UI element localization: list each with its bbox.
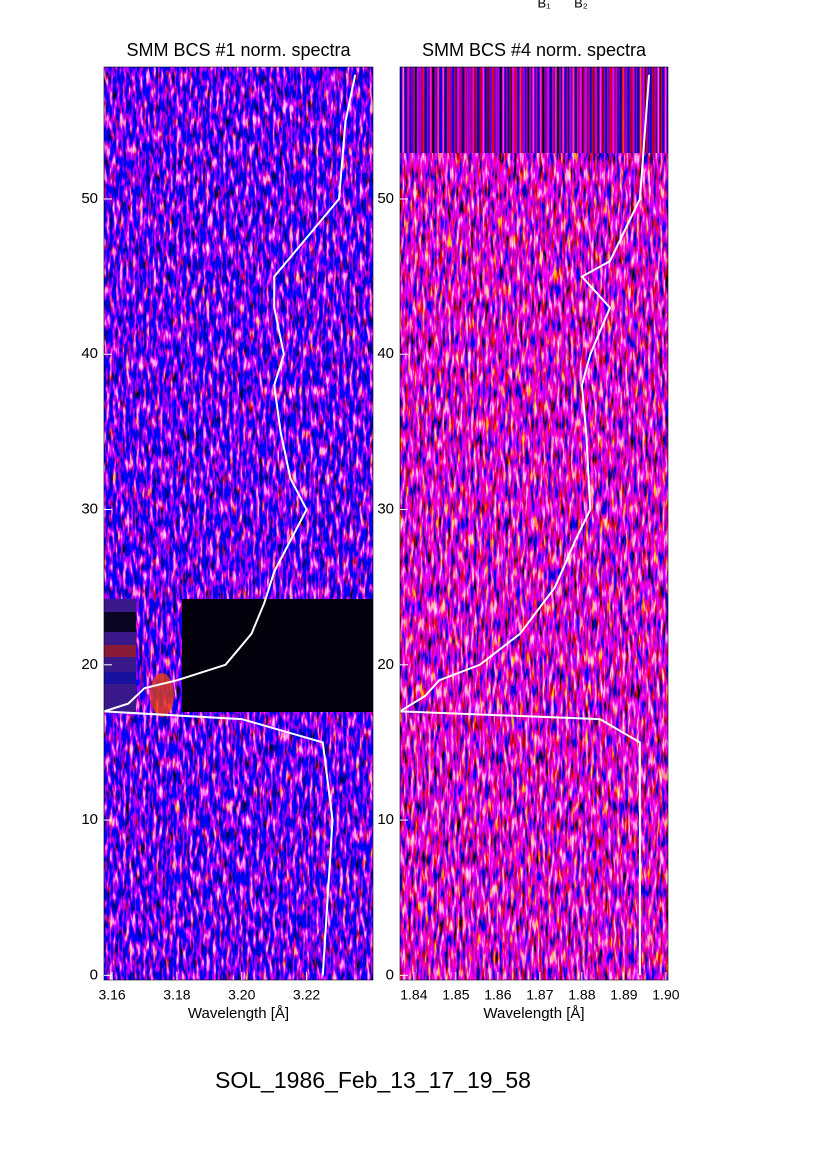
panel-title: SMM BCS #4 norm. spectra [422,40,647,60]
y-tick-label: 20 [81,656,98,673]
spectrum-stripes [104,672,136,684]
x-tick-label: 1.84 [400,987,427,1003]
panel-title: SMM BCS #1 norm. spectra [126,40,351,60]
x-tick-label: 1.88 [568,987,595,1003]
x-axis-label: Wavelength [Å] [188,1005,289,1022]
x-tick-label: 3.22 [293,987,320,1003]
x-tick-label: 1.89 [610,987,637,1003]
annotation: B₁ [537,0,551,10]
plot-frame [103,66,374,981]
y-tick-label: 30 [377,500,394,517]
spectrum-bright [150,673,174,717]
plot-frame [399,66,669,981]
y-tick-label: 0 [90,966,98,983]
x-tick-label: 1.90 [652,987,679,1003]
annotation: B₂ [574,0,588,10]
y-tick-label: 10 [377,811,394,828]
y-tick-label: 0 [386,966,394,983]
spectrum-stripes [104,645,136,657]
y-tick-label: 10 [81,811,98,828]
spectrum-stripes [104,612,136,632]
y-tick-label: 50 [81,190,98,207]
x-tick-label: 1.86 [484,987,511,1003]
spectrum-image [104,67,373,980]
y-tick-label: 30 [81,500,98,517]
y-tick-label: 40 [377,345,394,362]
y-tick-label: 40 [81,345,98,362]
x-tick-label: 3.16 [98,987,125,1003]
x-tick-label: 3.20 [228,987,255,1003]
y-tick-label: 50 [377,190,394,207]
x-axis-label: Wavelength [Å] [483,1005,584,1022]
spectrum-stripes [400,67,668,153]
spectrum-gap [182,599,373,712]
x-tick-label: 3.18 [163,987,190,1003]
x-tick-label: 1.85 [442,987,469,1003]
spectrum-image [400,67,668,980]
footer: SOL_1986_Feb_13_17_19_58 [215,1067,531,1093]
light-curve [396,74,651,976]
x-tick-label: 1.87 [526,987,553,1003]
y-tick-label: 20 [377,656,394,673]
